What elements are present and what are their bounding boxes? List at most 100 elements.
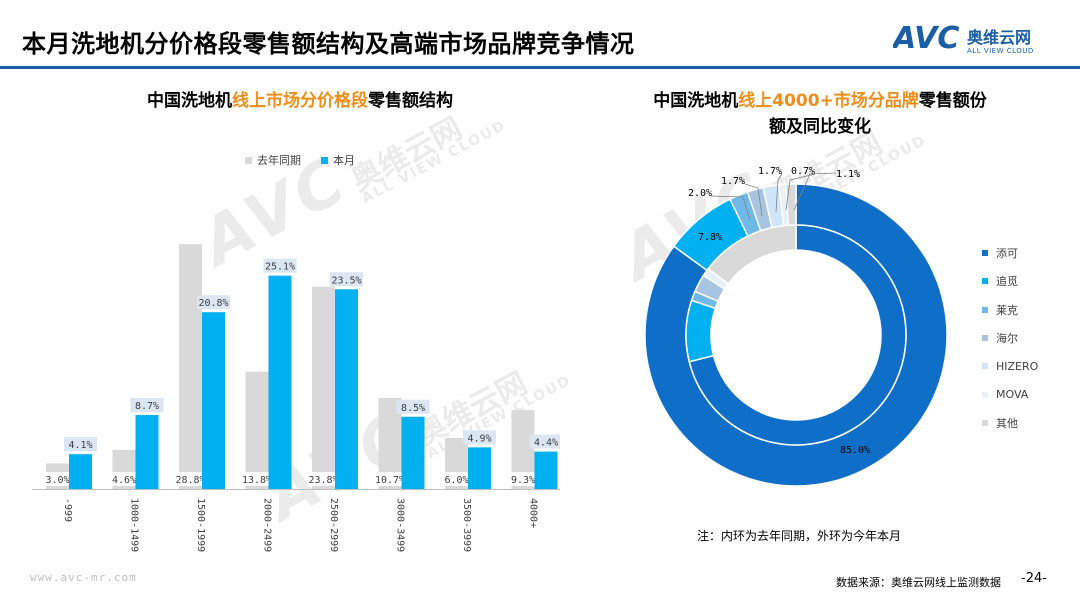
- leader-line: [775, 173, 783, 213]
- legend-label: 本月: [333, 154, 355, 167]
- legend-label: 海尔: [996, 332, 1018, 346]
- outer-data-label: 1.1%: [836, 169, 860, 180]
- legend-swatch: [982, 391, 988, 398]
- legend-label: 追觅: [996, 275, 1018, 289]
- data-label: 3.0%: [45, 475, 69, 486]
- data-label-box: [307, 472, 340, 486]
- leader-line: [744, 183, 763, 217]
- data-label-box: [463, 430, 496, 445]
- bar-legend: 去年同期 本月: [245, 152, 375, 168]
- category-label: 1500-1999: [195, 498, 206, 552]
- page-title: 本月洗地机分价格段零售额结构及高端市场品牌竞争情况: [22, 30, 635, 58]
- logo-cn-text: 奥维云网: [967, 28, 1032, 47]
- legend-item: 莱克: [982, 296, 1038, 324]
- outer-data-label: 2.0%: [688, 188, 712, 199]
- donut-footnote: 注：内环为去年同期，外环为今年本月: [697, 529, 902, 543]
- category-label: 3000-3499: [395, 498, 406, 552]
- data-label: 8.7%: [135, 401, 159, 412]
- legend-label: 去年同期: [257, 154, 301, 167]
- data-label-box: [263, 258, 297, 273]
- inner-ring-segment: [685, 299, 717, 363]
- bar: [312, 286, 335, 489]
- data-label-box: [64, 437, 97, 452]
- legend-swatch: [982, 278, 988, 285]
- legend-item: 海尔: [982, 324, 1038, 352]
- legend-label: HIZERO: [996, 359, 1039, 373]
- legend-swatch: [321, 156, 328, 164]
- legend-swatch: [982, 306, 988, 313]
- site-url: www.avc-mr.com: [30, 571, 137, 584]
- data-label: 4.6%: [112, 475, 136, 486]
- legend-item: 其他: [982, 409, 1038, 437]
- category-label: 2000-2499: [262, 498, 273, 552]
- bar: [135, 415, 159, 489]
- data-label: 23.5%: [331, 275, 361, 286]
- legend-item: MOVA: [982, 380, 1038, 408]
- bar-chart-title: 中国洗地机线上市场分价格段零售额结构: [147, 91, 453, 111]
- legend-label: 其他: [996, 416, 1018, 430]
- donut-chart: 85.0% 7.8% 2.0% 1.7% 1.7% 0.7% 1.1%: [644, 166, 948, 487]
- legend-swatch: [982, 250, 988, 257]
- bar: [69, 454, 92, 489]
- data-label-box: [174, 472, 207, 486]
- data-label-box: [373, 472, 407, 486]
- bar: [268, 275, 292, 489]
- data-label: 8.5%: [401, 403, 425, 414]
- bar: [511, 409, 535, 489]
- data-label-box: [396, 399, 430, 414]
- outer-data-label: 0.7%: [791, 166, 815, 177]
- bar: [401, 416, 425, 489]
- data-label-box: [330, 272, 363, 287]
- category-label: 2500-2999: [328, 498, 339, 552]
- data-label: 20.8%: [198, 298, 228, 309]
- category-label: 4000+: [528, 498, 539, 528]
- bar: [378, 398, 402, 489]
- avc-logo-mark: AVC: [893, 21, 959, 54]
- legend-swatch: [982, 335, 988, 342]
- leader-line: [710, 195, 751, 221]
- legend-swatch: [245, 156, 252, 164]
- data-label-box: [41, 472, 74, 486]
- bar: [179, 244, 202, 489]
- donut-legend: 添可追觅莱克海尔 HIZERO MOVA 其他: [982, 239, 1038, 437]
- inner-ring-segment: [688, 224, 907, 446]
- data-label: 9.3%: [511, 475, 535, 486]
- legend-swatch: [982, 363, 988, 370]
- data-label: 25.1%: [265, 262, 295, 273]
- data-label-box: [506, 472, 540, 486]
- category-label: 3500-3999: [461, 498, 472, 552]
- page-number: -24-: [1021, 571, 1047, 586]
- data-label: 6.0%: [444, 475, 468, 486]
- data-label: 28.8%: [175, 475, 205, 486]
- inner-ring-segment: [707, 224, 797, 285]
- bar: [468, 447, 491, 489]
- avc-logo: AVC 奥维云网 ALL VIEW CLOUD: [893, 20, 1063, 60]
- logo-en-text: ALL VIEW CLOUD: [967, 47, 1034, 55]
- data-label: 10.7%: [375, 475, 405, 486]
- data-label: 4.4%: [534, 438, 558, 449]
- outer-data-label: 1.7%: [721, 176, 745, 187]
- data-label-box: [240, 472, 274, 486]
- header-divider: [0, 66, 1080, 69]
- legend-item: 追觅: [982, 267, 1038, 295]
- leader-line: [785, 173, 816, 211]
- data-label-box: [107, 472, 141, 486]
- legend-item: HIZERO: [982, 352, 1038, 380]
- data-label: 13.8%: [242, 475, 272, 486]
- data-label-box: [529, 434, 560, 449]
- avc-logo-icon: AVC: [893, 21, 959, 54]
- outer-data-label: 1.7%: [758, 166, 782, 177]
- outer-data-label: 85.0%: [840, 445, 870, 456]
- bar: [335, 289, 358, 489]
- legend-item: 添可: [982, 239, 1038, 267]
- legend-item-last-year: 去年同期: [245, 152, 301, 168]
- donut-chart-title: 中国洗地机线上4000+市场分品牌零售额份 额及同比变化: [653, 91, 987, 137]
- legend-label: 添可: [996, 247, 1018, 261]
- data-label: 4.1%: [68, 440, 92, 451]
- bar: [245, 371, 269, 489]
- legend-label: 莱克: [996, 303, 1018, 317]
- bar: [534, 451, 558, 489]
- data-label-box: [130, 398, 164, 413]
- data-label-box: [440, 472, 473, 486]
- legend-item-this-month: 本月: [321, 152, 355, 168]
